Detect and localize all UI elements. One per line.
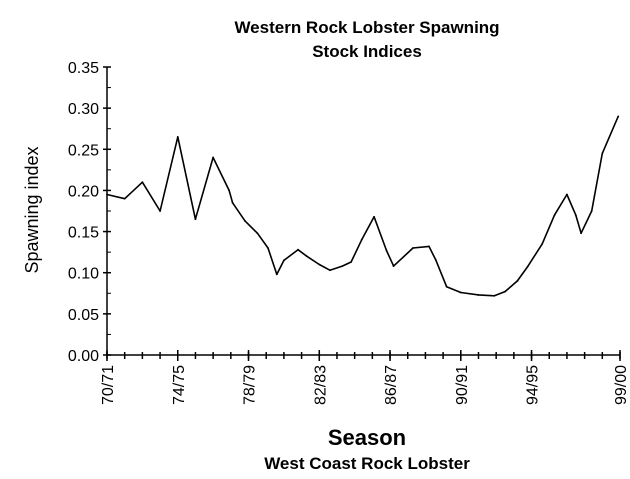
data-point (318, 263, 321, 266)
data-point (477, 294, 480, 296)
x-tick-label: 78/79 (242, 365, 259, 405)
data-point (566, 193, 568, 196)
data-point (194, 218, 197, 221)
y-tick-label: 0.05 (68, 307, 99, 324)
data-point (541, 243, 544, 245)
data-point (141, 181, 144, 184)
data-point (297, 248, 299, 251)
data-point (590, 210, 593, 212)
x-tick-label: 99/00 (613, 365, 630, 405)
data-point (328, 269, 331, 272)
data-point (267, 247, 269, 249)
x-axis-label: Season (328, 425, 406, 450)
data-point (282, 259, 285, 262)
data-point (385, 249, 388, 252)
data-point (504, 290, 506, 293)
y-axis-label: Spawning index (22, 146, 42, 273)
x-axis: 70/71 74/75 78/79 82/83 86/87 90/91 94/95 99/00 (100, 350, 630, 405)
data-point (244, 219, 246, 222)
data-point (459, 291, 462, 294)
data-point (580, 232, 582, 235)
x-tick-label: 94/95 (525, 365, 542, 405)
y-tick-label: 0.15 (68, 225, 99, 242)
x-tick-label: 70/71 (100, 365, 117, 405)
data-point (435, 259, 437, 262)
data-point (412, 247, 414, 249)
data-point (601, 152, 604, 155)
series-line (106, 116, 619, 297)
data-point (445, 285, 448, 288)
data-point (574, 214, 577, 217)
data-point (341, 265, 344, 268)
x-tick-label: 90/91 (454, 365, 471, 405)
data-point (256, 232, 259, 235)
y-tick-label: 0.10 (68, 266, 99, 283)
data-series (106, 115, 620, 297)
y-tick-label: 0.00 (68, 348, 99, 365)
data-point (516, 280, 519, 282)
data-point (212, 156, 215, 159)
data-point (159, 210, 161, 212)
y-tick-label: 0.25 (68, 142, 99, 159)
data-point (360, 238, 363, 241)
x-tick-label: 86/87 (383, 365, 400, 405)
chart-title-line-1: Western Rock Lobster Spawning (234, 18, 499, 37)
y-tick-label: 0.30 (68, 101, 99, 118)
data-point (617, 115, 620, 118)
data-point (373, 215, 376, 218)
data-point (305, 255, 308, 258)
data-point (527, 265, 529, 268)
data-point (493, 294, 496, 297)
data-point (350, 261, 353, 263)
y-axis: 0.00 0.05 0.10 0.15 0.20 0.25 0.30 0.35 (68, 60, 111, 365)
x-tick-label: 82/83 (312, 365, 329, 405)
data-point (553, 214, 556, 217)
data-point (231, 201, 234, 204)
data-point (106, 193, 108, 196)
y-tick-label: 0.20 (68, 183, 99, 200)
x-tick-label: 74/75 (171, 365, 188, 405)
data-point (275, 273, 278, 276)
data-point (392, 265, 395, 268)
data-point (176, 136, 179, 138)
data-point (228, 189, 230, 192)
chart-subtitle: West Coast Rock Lobster (264, 454, 470, 473)
data-point (123, 197, 126, 200)
data-point (428, 245, 430, 248)
chart-title-line-2: Stock Indices (312, 42, 422, 61)
y-tick-label: 0.35 (68, 60, 99, 77)
